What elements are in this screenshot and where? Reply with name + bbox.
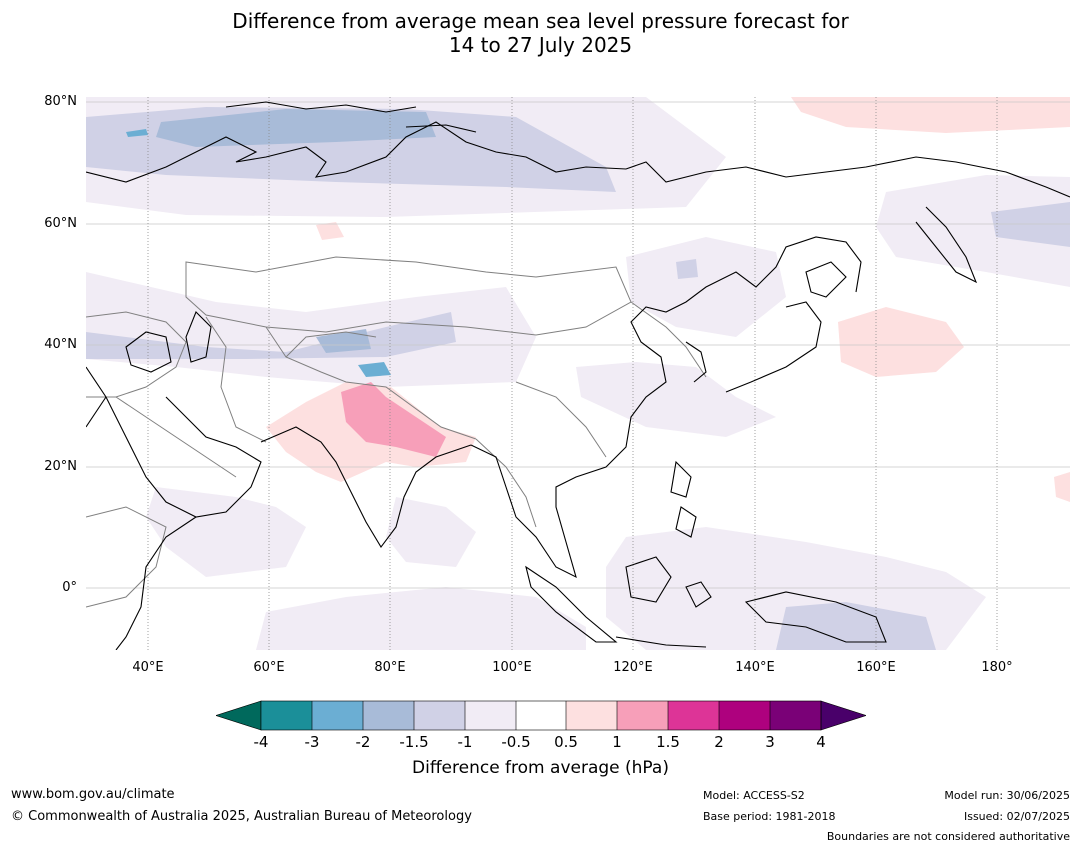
lat-label-60n: 60°N [44, 216, 77, 231]
colorbar-tick: 1.5 [656, 733, 680, 751]
colorbar-tick: -1.5 [399, 733, 429, 751]
colorbar-bin-n1-n0_5 [465, 701, 516, 730]
colorbar-arrow-low [216, 700, 262, 731]
country-borders [86, 256, 707, 608]
colorbar-tick: 0.5 [554, 733, 578, 751]
longitude-gridlines [147, 97, 998, 650]
colorbar-tick: 1 [612, 733, 622, 751]
lon-label-180: 180° [981, 660, 1013, 675]
map-svg [86, 97, 1070, 650]
colorbar-bin-p1_5-p2 [668, 701, 719, 730]
colorbar-bin-p0_5-p1 [566, 701, 617, 730]
colorbar-bin-p3-p4 [770, 701, 821, 730]
website-link[interactable]: www.bom.gov.au/climate [11, 787, 175, 802]
colorbar-bin-n2-n1_5 [363, 701, 414, 730]
colorbar-bin-n3-n2 [312, 701, 363, 730]
title-line-2: 14 to 27 July 2025 [448, 33, 633, 57]
colorbar-tick: 4 [816, 733, 826, 751]
issued-text: Issued: 02/07/2025 [963, 810, 1070, 823]
map-title: Difference from average mean sea level p… [0, 9, 1081, 57]
colorbar-bin-n0_5-p0_5 [516, 701, 566, 730]
coastlines [86, 101, 1070, 650]
lat-label-0: 0° [62, 580, 77, 595]
colorbar-bin-p2-p3 [719, 701, 770, 730]
lon-label-40e: 40°E [132, 660, 164, 675]
lon-label-60e: 60°E [253, 660, 285, 675]
lon-label-100e: 100°E [492, 660, 532, 675]
colorbar-bin-p1-p1_5 [617, 701, 668, 730]
latitude-gridlines [86, 101, 1070, 589]
colorbar-bin-n1_5-n1 [414, 701, 465, 730]
lon-label-80e: 80°E [374, 660, 406, 675]
base-period-text: Base period: 1981-2018 [703, 810, 836, 823]
colorbar-tick: -4 [253, 733, 269, 751]
lat-label-80n: 80°N [44, 94, 77, 109]
title-line-1: Difference from average mean sea level p… [232, 9, 849, 33]
colorbar-tick: -0.5 [501, 733, 531, 751]
model-run-text: Model run: 30/06/2025 [944, 789, 1070, 802]
colorbar [216, 700, 866, 731]
disclaimer-text: Boundaries are not considered authoritat… [826, 830, 1070, 843]
colorbar-tick: -2 [355, 733, 371, 751]
colorbar-tick: -3 [304, 733, 320, 751]
anomaly-fields [86, 97, 1070, 650]
colorbar-label: Difference from average (hPa) [412, 758, 669, 778]
colorbar-arrow-high [820, 700, 866, 731]
model-text: Model: ACCESS-S2 [703, 789, 805, 802]
colorbar-tick: -1 [457, 733, 473, 751]
colorbar-bin-n4-n3 [261, 701, 312, 730]
lat-label-20n: 20°N [44, 459, 77, 474]
colorbar-tick: 2 [714, 733, 724, 751]
lon-label-120e: 120°E [613, 660, 653, 675]
map-area[interactable] [86, 97, 1070, 650]
lon-label-140e: 140°E [735, 660, 775, 675]
lat-label-40n: 40°N [44, 337, 77, 352]
colorbar-tick: 3 [765, 733, 775, 751]
lon-label-160e: 160°E [856, 660, 896, 675]
copyright-text: © Commonwealth of Australia 2025, Austra… [11, 809, 472, 824]
